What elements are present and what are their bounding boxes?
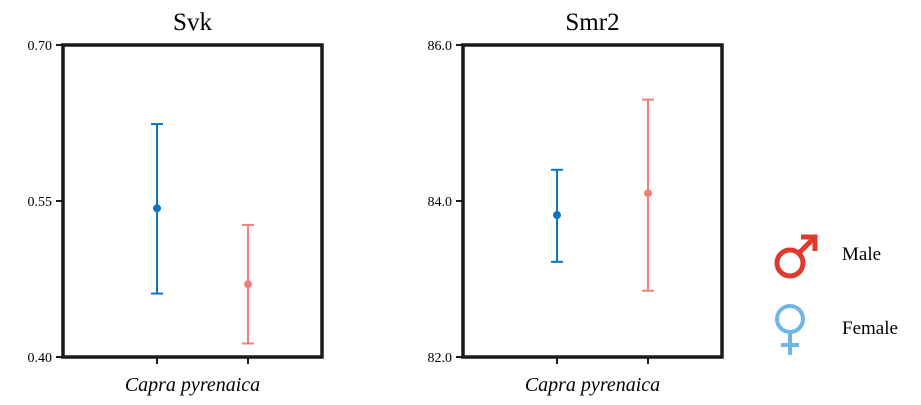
mean-point <box>553 211 561 220</box>
y-tick-label: 82.0 <box>428 351 453 366</box>
chart-smr2: Smr2 86.0 84.0 82.0 Capra pyrenaica <box>400 0 740 405</box>
y-tick-label: 0.70 <box>28 39 53 54</box>
mean-point <box>644 189 652 198</box>
y-tick-label: 0.55 <box>28 195 53 210</box>
chart-smr2-svg: Smr2 86.0 84.0 82.0 Capra pyrenaica <box>428 9 724 396</box>
legend-label-male: Male <box>842 244 882 265</box>
errorbar-male <box>151 123 163 295</box>
errorbar-female <box>642 98 654 292</box>
legend: Male Female <box>770 225 921 365</box>
category-label: Capra pyrenaica <box>125 374 260 396</box>
chart-svk: Svk 0.70 0.55 0.40 Capra pyrenaica <box>0 0 340 405</box>
errorbar-male <box>551 168 563 263</box>
legend-item-female: Female <box>770 299 898 359</box>
plot-frame <box>461 43 724 359</box>
errorbar-female <box>242 223 254 345</box>
y-tick-label: 84.0 <box>428 195 453 210</box>
legend-label-female: Female <box>842 318 898 339</box>
legend-item-male: Male <box>770 225 881 285</box>
chart-title: Svk <box>173 9 212 36</box>
category-label: Capra pyrenaica <box>525 374 660 396</box>
y-tick-label: 86.0 <box>428 39 453 54</box>
plot-frame <box>61 43 324 359</box>
male-symbol-icon <box>774 234 818 279</box>
chart-title: Smr2 <box>565 9 619 36</box>
female-symbol-icon <box>775 304 805 355</box>
y-tick-label: 0.40 <box>28 351 53 366</box>
mean-point <box>244 280 252 289</box>
chart-svk-svg: Svk 0.70 0.55 0.40 Capra pyrenaica <box>28 9 324 396</box>
mean-point <box>153 204 161 213</box>
